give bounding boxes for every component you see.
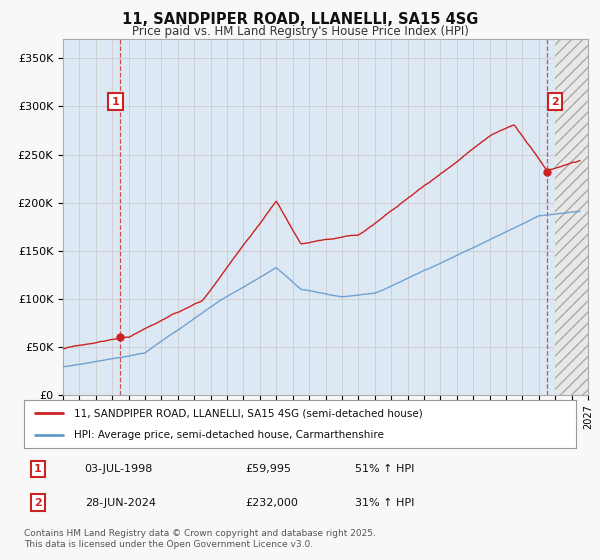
Text: 51% ↑ HPI: 51% ↑ HPI — [355, 464, 415, 474]
Text: 28-JUN-2024: 28-JUN-2024 — [85, 498, 156, 507]
Text: 11, SANDPIPER ROAD, LLANELLI, SA15 4SG (semi-detached house): 11, SANDPIPER ROAD, LLANELLI, SA15 4SG (… — [74, 408, 422, 418]
Text: 1: 1 — [112, 97, 119, 106]
Text: £59,995: £59,995 — [245, 464, 291, 474]
Text: 2: 2 — [551, 97, 559, 106]
Text: 1: 1 — [34, 464, 41, 474]
Text: Price paid vs. HM Land Registry's House Price Index (HPI): Price paid vs. HM Land Registry's House … — [131, 25, 469, 38]
Text: 2: 2 — [34, 498, 41, 507]
Text: 11, SANDPIPER ROAD, LLANELLI, SA15 4SG: 11, SANDPIPER ROAD, LLANELLI, SA15 4SG — [122, 12, 478, 27]
Text: 03-JUL-1998: 03-JUL-1998 — [85, 464, 153, 474]
Text: HPI: Average price, semi-detached house, Carmarthenshire: HPI: Average price, semi-detached house,… — [74, 430, 383, 440]
Text: 31% ↑ HPI: 31% ↑ HPI — [355, 498, 415, 507]
Bar — [555, 39, 596, 395]
Bar — [555, 39, 596, 395]
Text: Contains HM Land Registry data © Crown copyright and database right 2025.
This d: Contains HM Land Registry data © Crown c… — [24, 529, 376, 549]
Text: £232,000: £232,000 — [245, 498, 298, 507]
